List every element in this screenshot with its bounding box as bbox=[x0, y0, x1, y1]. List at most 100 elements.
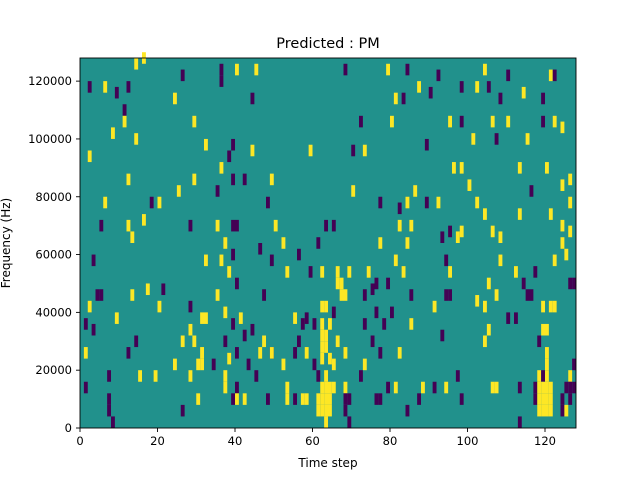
heatmap-cell-high bbox=[142, 214, 146, 226]
heatmap-cell-low bbox=[444, 289, 449, 301]
heatmap-cell-low bbox=[266, 393, 270, 405]
heatmap-cell-high bbox=[304, 347, 309, 359]
heatmap-cell-high bbox=[552, 115, 557, 128]
heatmap-cell-high bbox=[157, 196, 162, 209]
heatmap-cell-high bbox=[235, 393, 239, 405]
y-tick-label: 80000 bbox=[35, 190, 72, 204]
heatmap-cell-low bbox=[440, 231, 445, 243]
heatmap-cell-high bbox=[545, 381, 549, 394]
heatmap-cell-high bbox=[235, 63, 239, 76]
x-tick-label: 40 bbox=[228, 434, 243, 448]
heatmap-cell-high bbox=[506, 115, 511, 128]
heatmap-cell-low bbox=[370, 335, 375, 348]
y-axis-ticks: 0 20000 40000 60000 80000 100000 120000 bbox=[28, 74, 80, 435]
heatmap-cell-high bbox=[173, 92, 177, 105]
heatmap-cell-high bbox=[328, 381, 332, 394]
heatmap-cell-low bbox=[405, 63, 410, 76]
heatmap-cell-high bbox=[87, 150, 92, 163]
heatmap-cell-high bbox=[320, 300, 325, 313]
heatmap-cell-high bbox=[545, 393, 549, 405]
x-tick-label: 80 bbox=[383, 434, 398, 448]
heatmap-cell-low bbox=[91, 323, 96, 336]
heatmap-cell-high bbox=[262, 335, 267, 348]
heatmap-cell-low bbox=[180, 404, 185, 417]
heatmap-cell-low bbox=[231, 138, 236, 151]
heatmap-cell-low bbox=[219, 63, 224, 76]
heatmap-cell-low bbox=[424, 138, 429, 151]
heatmap-cell-high bbox=[269, 173, 274, 186]
heatmap-cell-low bbox=[215, 185, 220, 197]
heatmap-cell-high bbox=[541, 381, 546, 394]
heatmap-cell-high bbox=[196, 393, 201, 405]
heatmap-cell-low bbox=[231, 248, 236, 261]
heatmap-cell-low bbox=[91, 254, 96, 267]
x-axis-ticks: 0 20 40 60 80 100 120 bbox=[76, 428, 556, 448]
heatmap-cell-low bbox=[370, 283, 375, 296]
heatmap-cell-high bbox=[405, 196, 410, 209]
heatmap-cell-high bbox=[200, 347, 205, 359]
heatmap-cell-high bbox=[281, 358, 286, 371]
heatmap-cell-low bbox=[506, 312, 511, 324]
y-tick-label: 40000 bbox=[35, 305, 72, 319]
heatmap-cell-high bbox=[537, 370, 542, 382]
heatmap-cell-high bbox=[405, 237, 410, 249]
heatmap-cell-low bbox=[506, 69, 511, 82]
heatmap-cell-high bbox=[548, 381, 553, 394]
heatmap-cell-low bbox=[436, 69, 441, 82]
heatmap-cell-high bbox=[258, 347, 263, 359]
heatmap-cell-high bbox=[568, 196, 573, 209]
heatmap-cell-high bbox=[138, 370, 143, 382]
heatmap-cell-high bbox=[409, 219, 414, 232]
heatmap-cell-high bbox=[122, 115, 127, 128]
heatmap-cell-high bbox=[378, 237, 383, 249]
heatmap-cell-high bbox=[339, 289, 344, 301]
heatmap-cell-low bbox=[440, 329, 445, 342]
heatmap-cell-low bbox=[432, 381, 437, 394]
heatmap-cell-high bbox=[548, 208, 553, 220]
heatmap-cell-high bbox=[126, 173, 131, 186]
heatmap-cell-high bbox=[308, 144, 313, 157]
heatmap-cell-low bbox=[517, 416, 522, 428]
heatmap-cell-low bbox=[304, 312, 309, 324]
heatmap-cell-high bbox=[351, 185, 356, 197]
heatmap-cell-low bbox=[254, 370, 259, 382]
heatmap-cell-high bbox=[545, 404, 549, 417]
heatmap-cell-high bbox=[188, 370, 193, 382]
heatmap-cell-low bbox=[521, 277, 526, 290]
heatmap-cell-low bbox=[297, 248, 301, 261]
heatmap-cell-low bbox=[246, 358, 251, 371]
heatmap-cell-low bbox=[266, 196, 270, 209]
heatmap-cell-high bbox=[421, 381, 425, 394]
heatmap-cell-low bbox=[448, 225, 453, 238]
heatmap-cell-low bbox=[382, 318, 387, 330]
heatmap-cell-high bbox=[192, 173, 197, 186]
heatmap-cell-low bbox=[331, 306, 336, 319]
heatmap-cell-high bbox=[204, 312, 208, 324]
heatmap-cell-low bbox=[572, 358, 577, 371]
heatmap-cell-low bbox=[533, 266, 538, 278]
heatmap-cell-high bbox=[545, 323, 549, 336]
heatmap-cell-low bbox=[316, 237, 321, 249]
heatmap-cell-low bbox=[312, 318, 317, 330]
heatmap-cell-low bbox=[122, 104, 127, 116]
heatmap-cell-high bbox=[560, 237, 565, 249]
heatmap-cell-high bbox=[293, 312, 298, 324]
heatmap-cell-low bbox=[378, 196, 383, 209]
heatmap-cell-low bbox=[242, 173, 247, 186]
heatmap-cell-low bbox=[560, 393, 565, 405]
heatmap-cell-high bbox=[103, 196, 108, 209]
heatmap-cell-high bbox=[548, 404, 553, 417]
heatmap-cell-high bbox=[300, 393, 305, 405]
heatmap-cell-high bbox=[409, 318, 414, 330]
heatmap-cell-high bbox=[215, 289, 220, 301]
heatmap-cell-high bbox=[242, 393, 247, 405]
y-tick-label: 100000 bbox=[28, 132, 72, 146]
heatmap-cell-high bbox=[568, 370, 573, 382]
heatmap-cell-high bbox=[331, 381, 336, 394]
heatmap-cell-high bbox=[273, 219, 278, 232]
heatmap-cell-low bbox=[459, 393, 464, 405]
heatmap-cell-low bbox=[494, 133, 499, 145]
heatmap-cell-low bbox=[134, 335, 139, 348]
heatmap-cell-low bbox=[83, 318, 88, 330]
heatmap-cell-high bbox=[320, 404, 325, 417]
